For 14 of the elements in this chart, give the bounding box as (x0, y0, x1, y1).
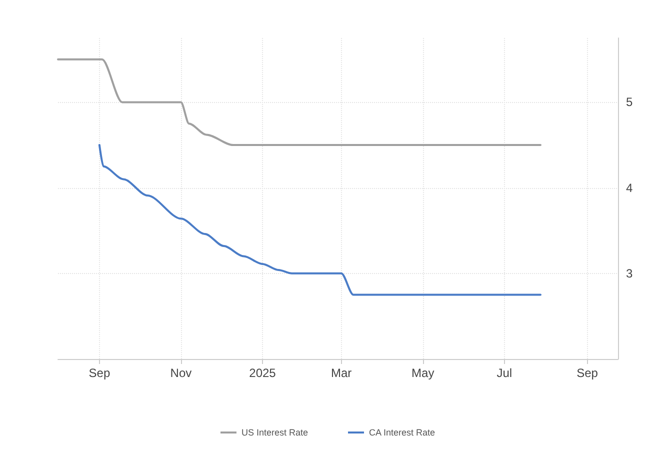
line-series (98, 144, 542, 296)
y-tick-label: 4 (626, 180, 633, 195)
x-tick-label: Jul (496, 366, 512, 380)
x-tick-label: Nov (170, 366, 192, 380)
x-tick-label: 2025 (249, 366, 276, 380)
legend-label: US Interest Rate (241, 428, 308, 438)
x-tick-label: Mar (331, 366, 352, 380)
y-tick-label: 5 (626, 95, 633, 110)
line-series (57, 58, 542, 146)
x-tick-label: May (412, 366, 434, 380)
legend-label: CA Interest Rate (369, 428, 436, 438)
y-tick-label: 3 (626, 266, 633, 280)
x-tick-label: Sep (576, 366, 598, 380)
x-tick-label: Sep (88, 366, 110, 380)
